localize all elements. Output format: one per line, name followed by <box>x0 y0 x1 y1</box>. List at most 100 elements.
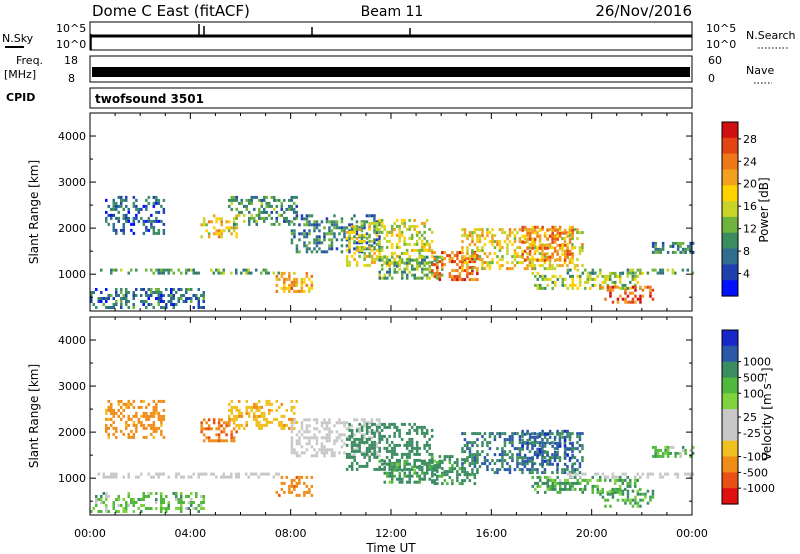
heatmap-cell <box>197 504 200 507</box>
heatmap-cell <box>446 254 449 258</box>
heatmap-cell <box>563 456 567 460</box>
heatmap-cell <box>135 475 138 479</box>
heatmap-cell <box>639 271 642 275</box>
heatmap-cell <box>423 425 426 429</box>
heatmap-cell <box>466 471 469 475</box>
heatmap-cell <box>531 447 534 451</box>
heatmap-cell <box>162 501 165 504</box>
heatmap-cell <box>378 434 381 438</box>
x-tick-label: 12:00 <box>375 527 407 540</box>
heatmap-cell <box>566 249 569 253</box>
heatmap-cell <box>528 228 532 232</box>
heatmap-cell <box>420 233 424 237</box>
heatmap-cell <box>275 216 278 220</box>
heatmap-cell <box>453 260 457 264</box>
heatmap-cell <box>298 223 301 227</box>
heatmap-cell <box>110 294 113 297</box>
colorbar-swatch <box>722 185 738 202</box>
heatmap-cell <box>544 475 547 479</box>
heatmap-cell <box>383 425 386 429</box>
heatmap-cell <box>558 258 562 262</box>
heatmap-cell <box>343 229 346 233</box>
heatmap-cell <box>142 219 146 223</box>
heatmap-cell <box>443 473 447 477</box>
heatmap-cell <box>378 276 381 280</box>
heatmap-cell <box>526 252 529 256</box>
heatmap-cell <box>415 452 419 456</box>
heatmap-cell <box>581 246 584 250</box>
heatmap-cell <box>599 478 602 482</box>
heatmap-cell <box>365 422 369 426</box>
heatmap-cell <box>280 426 283 430</box>
heatmap-cell <box>669 451 672 455</box>
heatmap-cell <box>293 289 296 293</box>
heatmap-cell <box>290 280 294 284</box>
power-colorbar-label: Power [dB] <box>757 177 771 242</box>
heatmap-cell <box>140 414 143 418</box>
heatmap-cell <box>398 462 401 466</box>
heatmap-cell <box>528 258 532 262</box>
heatmap-cell <box>310 274 314 278</box>
heatmap-cell <box>551 471 554 475</box>
heatmap-cell <box>328 436 331 440</box>
heatmap-cell <box>275 289 279 293</box>
heatmap-cell <box>521 444 524 448</box>
heatmap-cell <box>531 471 534 475</box>
heatmap-cell <box>503 453 507 457</box>
heatmap-cell <box>428 452 431 456</box>
heatmap-cell <box>263 195 266 199</box>
heatmap-cell <box>388 471 391 475</box>
heatmap-cell <box>255 417 258 421</box>
heatmap-cell <box>629 478 632 482</box>
heatmap-cell <box>225 433 228 437</box>
heatmap-cell <box>546 487 549 491</box>
heatmap-cell <box>671 268 675 272</box>
heatmap-cell <box>609 271 612 275</box>
heatmap-cell <box>568 240 572 244</box>
heatmap-cell <box>488 441 492 445</box>
heatmap-cell <box>393 474 396 478</box>
heatmap-cell <box>548 462 552 466</box>
heatmap-cell <box>303 436 306 440</box>
heatmap-cell <box>272 475 275 479</box>
heatmap-cell <box>421 276 424 280</box>
heatmap-cell <box>441 467 444 471</box>
heatmap-cell <box>383 461 386 465</box>
heatmap-cell <box>220 229 223 233</box>
heatmap-cell <box>686 268 690 272</box>
heatmap-cell <box>425 239 429 243</box>
heatmap-cell <box>501 462 504 466</box>
heatmap-cell <box>539 274 542 278</box>
heatmap-cell <box>240 210 243 214</box>
heatmap-cell <box>358 430 361 434</box>
heatmap-cell <box>275 283 279 287</box>
heatmap-cell <box>390 242 394 246</box>
heatmap-cell <box>523 240 527 244</box>
heatmap-cell <box>606 492 610 496</box>
heatmap-cell <box>523 453 527 457</box>
heatmap-cell <box>355 263 359 267</box>
heatmap-cell <box>498 249 502 253</box>
heatmap-cell <box>521 228 524 232</box>
heatmap-cell <box>308 223 311 227</box>
heatmap-cell <box>290 481 294 485</box>
heatmap-cell <box>140 207 143 211</box>
heatmap-cell <box>526 459 529 463</box>
heatmap-cell <box>245 423 248 427</box>
heatmap-cell <box>263 216 266 220</box>
heatmap-cell <box>122 213 125 217</box>
heatmap-cell <box>375 238 379 242</box>
heatmap-cell <box>481 462 484 466</box>
heatmap-cell <box>561 249 564 253</box>
heatmap-cell <box>556 277 559 281</box>
heatmap-cell <box>418 458 421 462</box>
heatmap-cell <box>235 423 238 427</box>
heatmap-cell <box>533 240 537 244</box>
heatmap-cell <box>578 246 582 250</box>
heatmap-cell <box>225 220 228 224</box>
heatmap-cell <box>112 504 115 507</box>
colorbar-swatch <box>722 361 738 378</box>
heatmap-cell <box>230 201 233 205</box>
heatmap-cell <box>463 278 467 282</box>
heatmap-cell <box>531 435 534 439</box>
